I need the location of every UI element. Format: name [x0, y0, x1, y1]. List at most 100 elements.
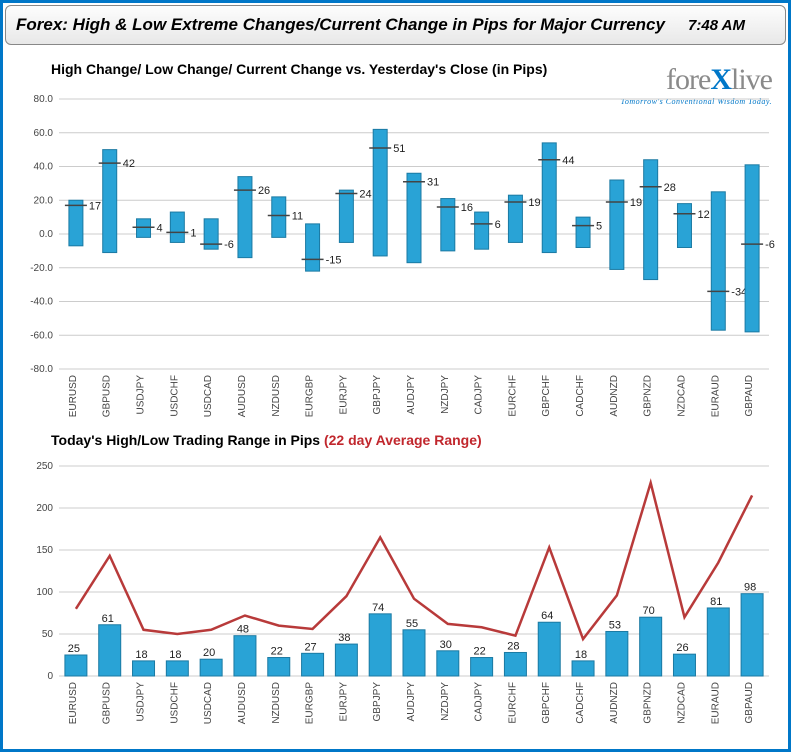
- svg-text:80.0: 80.0: [34, 94, 54, 105]
- hl-bar: [238, 177, 252, 258]
- current-value: -15: [326, 254, 342, 266]
- range-value: 61: [102, 613, 114, 625]
- category-label: CADCHF: [575, 682, 586, 724]
- category-label: USDJPY: [136, 682, 147, 722]
- current-value: 6: [495, 219, 501, 231]
- range-bar: [640, 617, 662, 676]
- category-label: CADJPY: [474, 375, 485, 415]
- range-value: 18: [169, 649, 181, 661]
- range-bar: [369, 614, 391, 676]
- top-chart: -80.0-60.0-40.0-20.00.020.040.060.080.01…: [11, 79, 781, 424]
- category-label: GBPCHF: [541, 375, 552, 417]
- svg-text:40.0: 40.0: [34, 162, 54, 173]
- category-label: NZDUSD: [271, 682, 282, 724]
- category-label: GBPUSD: [102, 375, 113, 417]
- range-bar: [302, 653, 324, 676]
- hl-bar: [170, 212, 184, 242]
- category-label: GBPUSD: [102, 682, 113, 724]
- panel-time: 7:48 AM: [688, 17, 745, 34]
- category-label: GBPJPY: [372, 682, 383, 722]
- category-label: EURUSD: [68, 682, 79, 724]
- hl-bar: [272, 197, 286, 238]
- category-label: EURUSD: [68, 375, 79, 417]
- category-label: EURGBP: [305, 375, 316, 418]
- hl-bar: [407, 173, 421, 262]
- range-bar: [99, 625, 121, 676]
- category-label: GBPJPY: [372, 375, 383, 415]
- range-bar: [673, 654, 695, 676]
- category-label: AUDJPY: [406, 682, 417, 722]
- current-value: -6: [224, 239, 234, 251]
- current-value: 17: [89, 200, 101, 212]
- category-label: USDJPY: [136, 375, 147, 415]
- current-value: 44: [562, 155, 574, 167]
- range-value: 30: [440, 639, 452, 651]
- range-value: 53: [609, 619, 621, 631]
- category-label: AUDJPY: [406, 375, 417, 415]
- category-label: CADCHF: [575, 375, 586, 417]
- category-label: EURGBP: [305, 682, 316, 725]
- bottom-chart-title: Today's High/Low Trading Range in Pips (…: [51, 432, 780, 448]
- range-bar: [65, 655, 87, 676]
- svg-text:0.0: 0.0: [39, 229, 53, 240]
- hl-bar: [475, 212, 489, 249]
- range-value: 25: [68, 643, 80, 655]
- range-bar: [504, 652, 526, 676]
- hl-bar: [644, 160, 658, 280]
- hl-bar: [677, 204, 691, 248]
- category-label: EURAUD: [710, 375, 721, 417]
- panel-title: Forex: High & Low Extreme Changes/Curren…: [16, 15, 665, 35]
- range-value: 20: [203, 647, 215, 659]
- category-label: NZDJPY: [440, 375, 451, 414]
- category-label: EURCHF: [507, 682, 518, 724]
- range-value: 18: [575, 649, 587, 661]
- hl-bar: [103, 150, 117, 253]
- range-bar: [403, 630, 425, 676]
- range-value: 98: [744, 582, 756, 594]
- range-bar: [200, 659, 222, 676]
- svg-text:200: 200: [36, 503, 53, 514]
- bottom-chart: 05010015020025025EURUSD61GBPUSD18USDJPY1…: [11, 450, 781, 735]
- range-bar: [133, 661, 155, 676]
- current-value: 4: [157, 222, 163, 234]
- hl-bar: [69, 200, 83, 246]
- charts-area: High Change/ Low Change/ Current Change …: [5, 45, 786, 735]
- range-value: 22: [473, 646, 485, 658]
- range-bar: [268, 658, 290, 676]
- current-value: 26: [258, 185, 270, 197]
- category-label: NZDCAD: [676, 682, 687, 724]
- current-value: -6: [765, 239, 775, 251]
- range-value: 74: [372, 602, 384, 614]
- range-bar: [234, 636, 256, 676]
- range-value: 64: [541, 610, 553, 622]
- category-label: GBPCHF: [541, 682, 552, 724]
- category-label: EURJPY: [338, 375, 349, 415]
- range-value: 18: [135, 649, 147, 661]
- current-value: 1: [190, 227, 196, 239]
- hl-bar: [610, 180, 624, 269]
- svg-text:0: 0: [47, 671, 53, 682]
- range-bar: [741, 594, 763, 676]
- category-label: AUDNZD: [609, 682, 620, 724]
- current-value: 24: [359, 189, 371, 201]
- category-label: EURJPY: [338, 682, 349, 722]
- title-bar: Forex: High & Low Extreme Changes/Curren…: [5, 5, 786, 45]
- range-bar: [471, 658, 493, 676]
- range-value: 70: [643, 605, 655, 617]
- svg-text:250: 250: [36, 461, 53, 472]
- range-value: 22: [271, 646, 283, 658]
- forex-panel: Forex: High & Low Extreme Changes/Curren…: [0, 0, 791, 752]
- svg-text:150: 150: [36, 545, 53, 556]
- hl-bar: [137, 219, 151, 238]
- current-value: 42: [123, 158, 135, 170]
- category-label: CADJPY: [474, 682, 485, 722]
- category-label: USDCAD: [203, 682, 214, 724]
- range-value: 48: [237, 624, 249, 636]
- range-bar: [335, 644, 357, 676]
- category-label: USDCHF: [169, 375, 180, 417]
- category-label: GBPNZD: [643, 682, 654, 724]
- hl-bar: [711, 192, 725, 330]
- current-value: 11: [292, 210, 303, 222]
- range-value: 27: [304, 641, 316, 653]
- current-value: 19: [630, 197, 642, 209]
